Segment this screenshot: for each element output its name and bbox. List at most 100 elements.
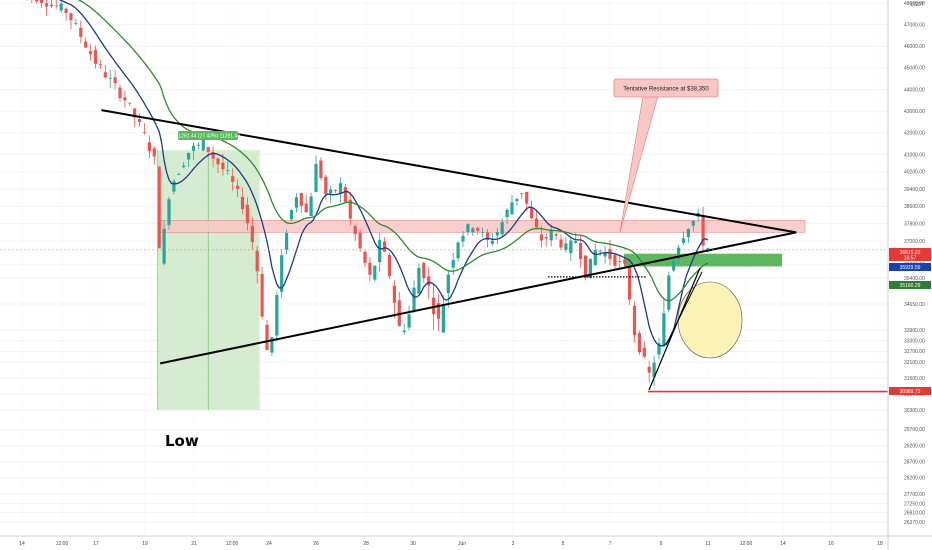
candle-body — [530, 208, 534, 219]
candle-body — [93, 50, 98, 64]
candle-body — [319, 160, 323, 179]
y-tick-label: 37000.00 — [904, 239, 925, 245]
candle-body — [681, 238, 686, 243]
candle-body — [471, 228, 475, 233]
candle-body — [569, 240, 573, 254]
candle-body — [686, 229, 690, 237]
candle-body — [642, 347, 646, 357]
y-tick-label: 48000.00 — [904, 1, 925, 7]
y-tick-label: 28700.00 — [904, 459, 925, 465]
candle-body — [177, 174, 181, 176]
y-tick-label: 29700.00 — [904, 427, 925, 433]
ema-slow-line — [77, 0, 709, 302]
candle-body — [103, 72, 107, 78]
candle-body — [588, 258, 592, 279]
measure-tag-label: 11281.44 (27.43%) 11281.44 — [176, 134, 240, 140]
candle-body — [525, 191, 529, 204]
candle-body — [554, 234, 558, 236]
candle-body — [618, 260, 622, 262]
candle-body — [534, 218, 539, 228]
y-axis[interactable]: 48000.00 47000.00 46000.00 45000.00 44000.00… — [889, 1, 931, 526]
candle-body — [632, 305, 637, 336]
candle-body — [466, 224, 470, 233]
x-tick-label: 16 — [828, 541, 834, 547]
candle-body — [187, 152, 191, 160]
candle-body — [363, 251, 367, 263]
candle-body — [113, 77, 117, 83]
x-tick-label: 3 — [512, 541, 515, 547]
candle-body — [324, 176, 328, 195]
y-tick-label: 32700.00 — [904, 349, 925, 355]
price-tag-label: 35929.59 — [900, 265, 921, 271]
candle-body — [608, 248, 612, 259]
candle-body — [270, 337, 274, 353]
candle-body — [167, 199, 171, 225]
candle-body — [133, 108, 137, 118]
callout-box — [613, 78, 719, 98]
candle-body — [613, 254, 617, 266]
y-tick-label: 43000.00 — [904, 109, 925, 115]
candle-body — [314, 163, 318, 193]
candle-body — [677, 247, 681, 259]
candle-body — [338, 183, 343, 194]
candle-body — [35, 0, 39, 2]
y-tick-label: 28200.00 — [904, 476, 925, 482]
moving-averages — [58, 0, 709, 347]
candle-body — [98, 64, 102, 66]
candle-body — [348, 199, 352, 219]
candle-body — [79, 27, 83, 37]
price-tag-label: 36615.23 — [900, 250, 921, 256]
candle-body — [206, 147, 210, 152]
candle-body — [142, 132, 147, 133]
candle-body — [89, 51, 93, 55]
candle-body — [662, 313, 666, 347]
candle-body — [383, 241, 387, 252]
y-tick-label: 47000.00 — [904, 22, 925, 28]
candle-body — [216, 158, 220, 165]
y-tick-label: 42000.00 — [904, 131, 925, 137]
candle-body — [358, 232, 362, 249]
candle-body — [250, 225, 254, 243]
y-tick-label: 27700.00 — [904, 492, 925, 498]
candle-body — [456, 242, 460, 259]
candle-body — [392, 285, 396, 303]
candle-body — [69, 13, 73, 21]
x-tick-label: 7 — [609, 541, 612, 547]
price-tag-sub: 16:57 — [904, 256, 917, 262]
candle-body — [652, 362, 656, 378]
candle-body — [353, 226, 357, 235]
candle-body — [539, 234, 543, 241]
price-tag — [889, 387, 931, 395]
candles — [26, 0, 710, 387]
candle-body — [520, 193, 524, 195]
x-tick-label: 11 — [705, 541, 710, 547]
resistance-zone — [157, 220, 806, 233]
candle-body — [422, 262, 426, 279]
price-tag-label: 30989.73 — [900, 389, 921, 395]
x-tick-label: 9 — [660, 541, 663, 547]
candle-body — [657, 343, 661, 355]
x-tick-label: 12:00 — [226, 541, 239, 547]
currency-label: USDT — [910, 2, 924, 8]
candle-body — [84, 41, 88, 48]
y-tick-label: 37800.00 — [904, 221, 925, 227]
candle-body — [40, 0, 44, 3]
x-tick-label: 24 — [266, 541, 272, 547]
callout-text: Tentative Resistance at $38,350 — [623, 87, 709, 93]
candle-body — [510, 202, 514, 215]
candle-body — [255, 250, 259, 272]
x-axis[interactable]: 14 12:00 17 19 21 12:00 24 26 28 30 Jun 3 5 7 9 11 12:00… — [19, 541, 883, 547]
candle-body — [289, 209, 294, 220]
candle-body — [260, 273, 264, 317]
y-tick-label: 45000.00 — [904, 66, 925, 72]
x-tick-label: 5 — [562, 541, 565, 547]
y-tick-label: 34650.00 — [904, 302, 925, 308]
candle-body — [226, 169, 230, 171]
measure-tag — [178, 131, 238, 140]
y-tick-label: 32100.00 — [904, 360, 925, 366]
candle-body — [500, 222, 504, 235]
candle-body — [265, 324, 269, 351]
support-zone — [624, 253, 782, 267]
candle-body — [162, 228, 166, 264]
